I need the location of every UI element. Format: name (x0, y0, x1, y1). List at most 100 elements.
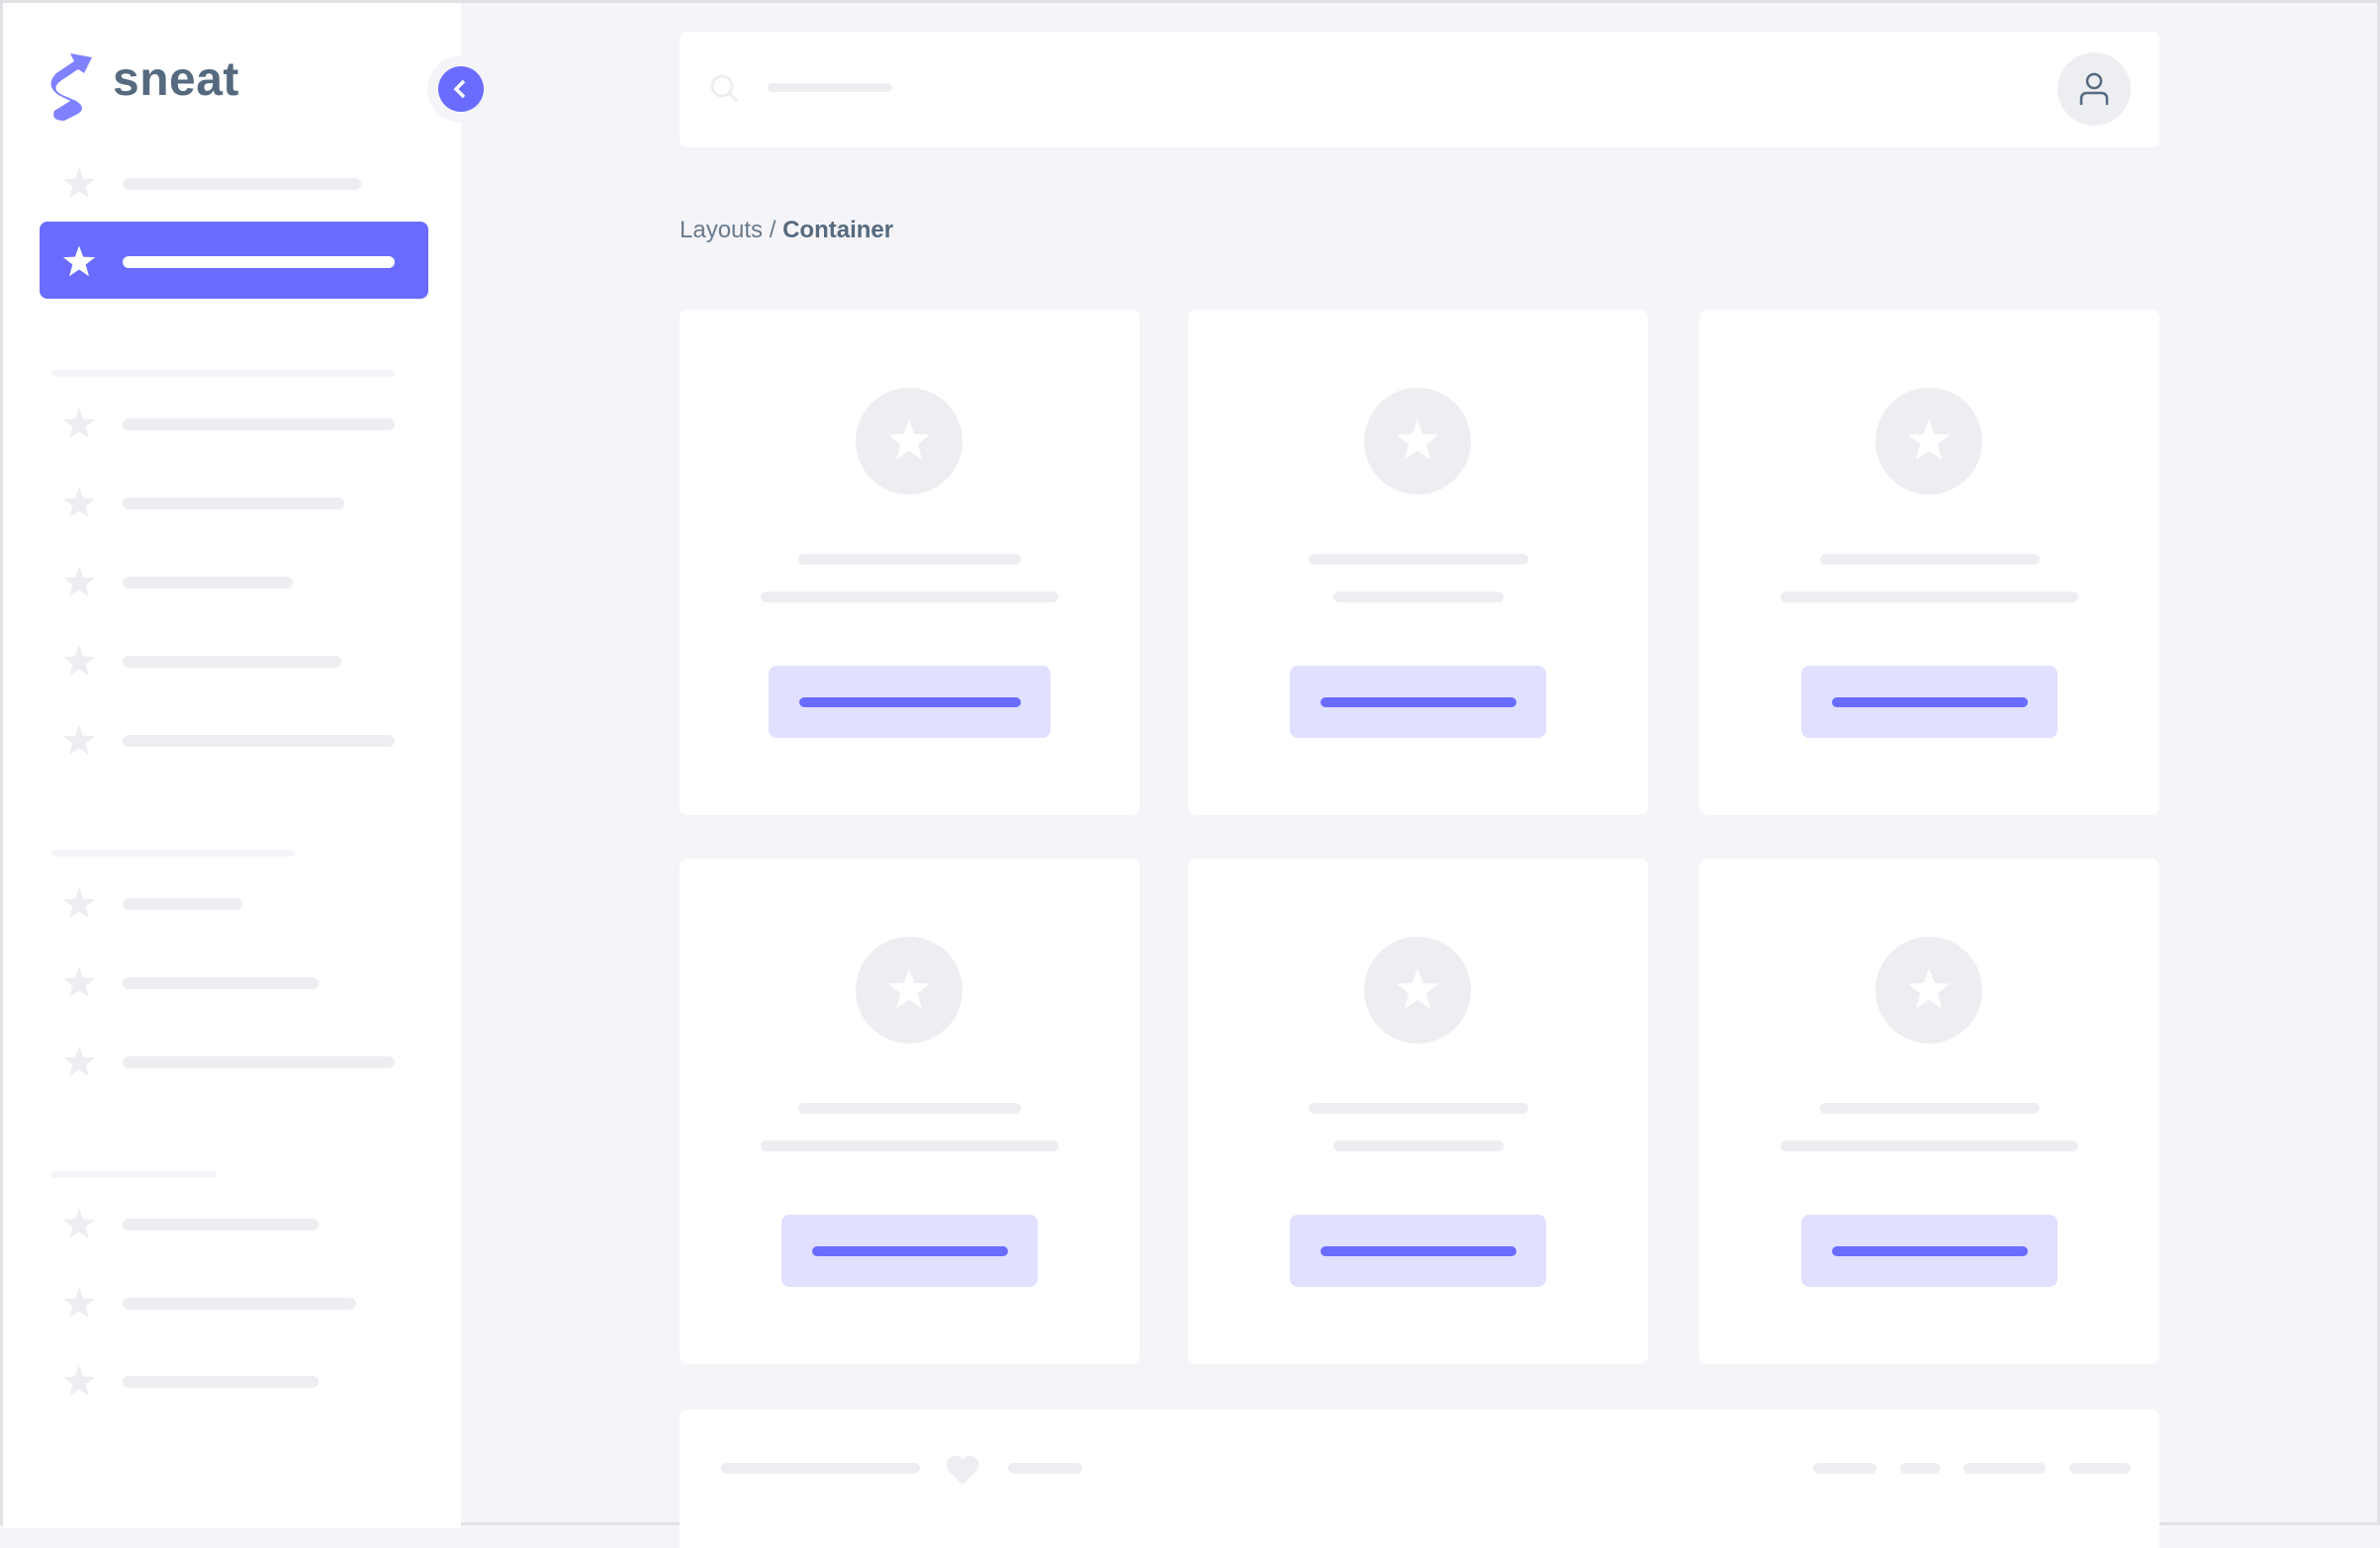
card-title-placeholder (1819, 554, 2040, 565)
card-action-button[interactable] (1801, 1215, 2058, 1287)
sidebar-item[interactable] (40, 553, 428, 612)
card-action-button[interactable] (1290, 1215, 1546, 1287)
card-icon-circle (1876, 937, 1982, 1044)
breadcrumb: Layouts / Container (680, 217, 893, 244)
card-text-placeholder (1781, 1140, 2078, 1151)
sidebar-item[interactable] (40, 1274, 428, 1333)
sidebar-item[interactable] (40, 154, 428, 214)
content-card (1699, 859, 2159, 1364)
card-title-placeholder (1308, 554, 1528, 565)
button-label-placeholder (1831, 697, 2028, 707)
sidebar-item[interactable] (40, 1352, 428, 1411)
search-input[interactable] (768, 83, 892, 92)
star-icon (1393, 965, 1442, 1015)
star-icon (60, 564, 98, 601)
card-text-placeholder (761, 1140, 1058, 1151)
card-action-button[interactable] (769, 666, 1051, 738)
card-title-placeholder (1819, 1103, 2040, 1114)
footer-link-placeholder[interactable] (1008, 1463, 1082, 1474)
footer-link-placeholder[interactable] (1964, 1463, 2046, 1474)
section-divider (51, 1171, 217, 1178)
collapse-sidebar-button[interactable] (438, 66, 484, 112)
sidebar-item[interactable] (40, 1195, 428, 1254)
sidebar-item-label (123, 735, 395, 747)
card-icon-circle (1364, 388, 1471, 495)
star-icon (884, 416, 934, 466)
sidebar-item[interactable] (40, 711, 428, 771)
card-title-placeholder (798, 554, 1021, 565)
breadcrumb-separator: / (769, 217, 777, 243)
content-card (1188, 859, 1648, 1364)
sidebar-item-label (123, 498, 344, 509)
star-icon (60, 1285, 98, 1322)
footer (680, 1410, 2159, 1548)
star-icon (60, 964, 98, 1002)
top-navbar (680, 32, 2159, 147)
button-label-placeholder (1320, 697, 1516, 707)
star-icon (60, 643, 98, 681)
star-icon (60, 1206, 98, 1243)
star-icon (60, 165, 98, 203)
content-card (680, 310, 1140, 815)
card-action-button[interactable] (781, 1215, 1038, 1287)
card-text-placeholder (1332, 1140, 1504, 1151)
star-icon (60, 885, 98, 923)
sidebar-item[interactable] (40, 954, 428, 1013)
sidebar-item-label (123, 977, 319, 989)
sidebar: sneat (3, 3, 495, 1528)
card-icon-circle (1364, 937, 1471, 1044)
chevron-left-icon (453, 79, 466, 99)
star-icon (60, 243, 98, 281)
star-icon (884, 965, 934, 1015)
card-icon-circle (1876, 388, 1982, 495)
star-icon (1904, 965, 1954, 1015)
sidebar-item-label (123, 1219, 319, 1230)
star-icon (1904, 416, 1954, 466)
card-icon-circle (856, 388, 962, 495)
sidebar-item-label (123, 656, 341, 668)
sidebar-item[interactable] (40, 874, 428, 934)
card-text-placeholder (761, 592, 1058, 602)
card-action-button[interactable] (1290, 666, 1546, 738)
sidebar-item-label (123, 178, 361, 190)
button-label-placeholder (1320, 1246, 1516, 1256)
search-icon[interactable] (709, 73, 741, 105)
sidebar-item-label (123, 256, 395, 268)
card-text-placeholder (1781, 592, 2078, 602)
user-avatar-button[interactable] (2058, 52, 2131, 126)
card-title-placeholder (798, 1103, 1021, 1114)
section-divider (51, 370, 395, 377)
footer-link-placeholder[interactable] (1900, 1463, 1940, 1474)
breadcrumb-parent[interactable]: Layouts (680, 217, 764, 243)
content-card (1699, 310, 2159, 815)
footer-link-placeholder[interactable] (1813, 1463, 1877, 1474)
sidebar-item-label (123, 1056, 395, 1068)
footer-text-placeholder (721, 1463, 920, 1474)
sidebar-item-label (123, 1376, 319, 1388)
footer-link-placeholder[interactable] (2069, 1463, 2131, 1474)
star-icon (60, 485, 98, 522)
sidebar-item[interactable] (40, 1033, 428, 1092)
user-icon (2079, 72, 2109, 105)
card-title-placeholder (1308, 1103, 1528, 1114)
star-icon (60, 1363, 98, 1401)
sidebar-item[interactable] (40, 395, 428, 454)
card-icon-circle (856, 937, 962, 1044)
sidebar-item[interactable] (40, 232, 428, 292)
sidebar-item-label (123, 577, 293, 589)
sidebar-item-label (123, 898, 242, 910)
brand-name: sneat (113, 53, 239, 106)
star-icon (1393, 416, 1442, 466)
card-action-button[interactable] (1801, 666, 2058, 738)
content-card (1188, 310, 1648, 815)
sidebar-item[interactable] (40, 632, 428, 691)
star-icon (60, 1044, 98, 1081)
button-label-placeholder (1831, 1246, 2028, 1256)
sneat-logo-icon (50, 53, 92, 121)
button-label-placeholder (798, 697, 1021, 707)
sidebar-item[interactable] (40, 474, 428, 533)
star-icon (60, 406, 98, 443)
card-text-placeholder (1332, 592, 1504, 602)
content-card (680, 859, 1140, 1364)
sidebar-item-label (123, 418, 395, 430)
